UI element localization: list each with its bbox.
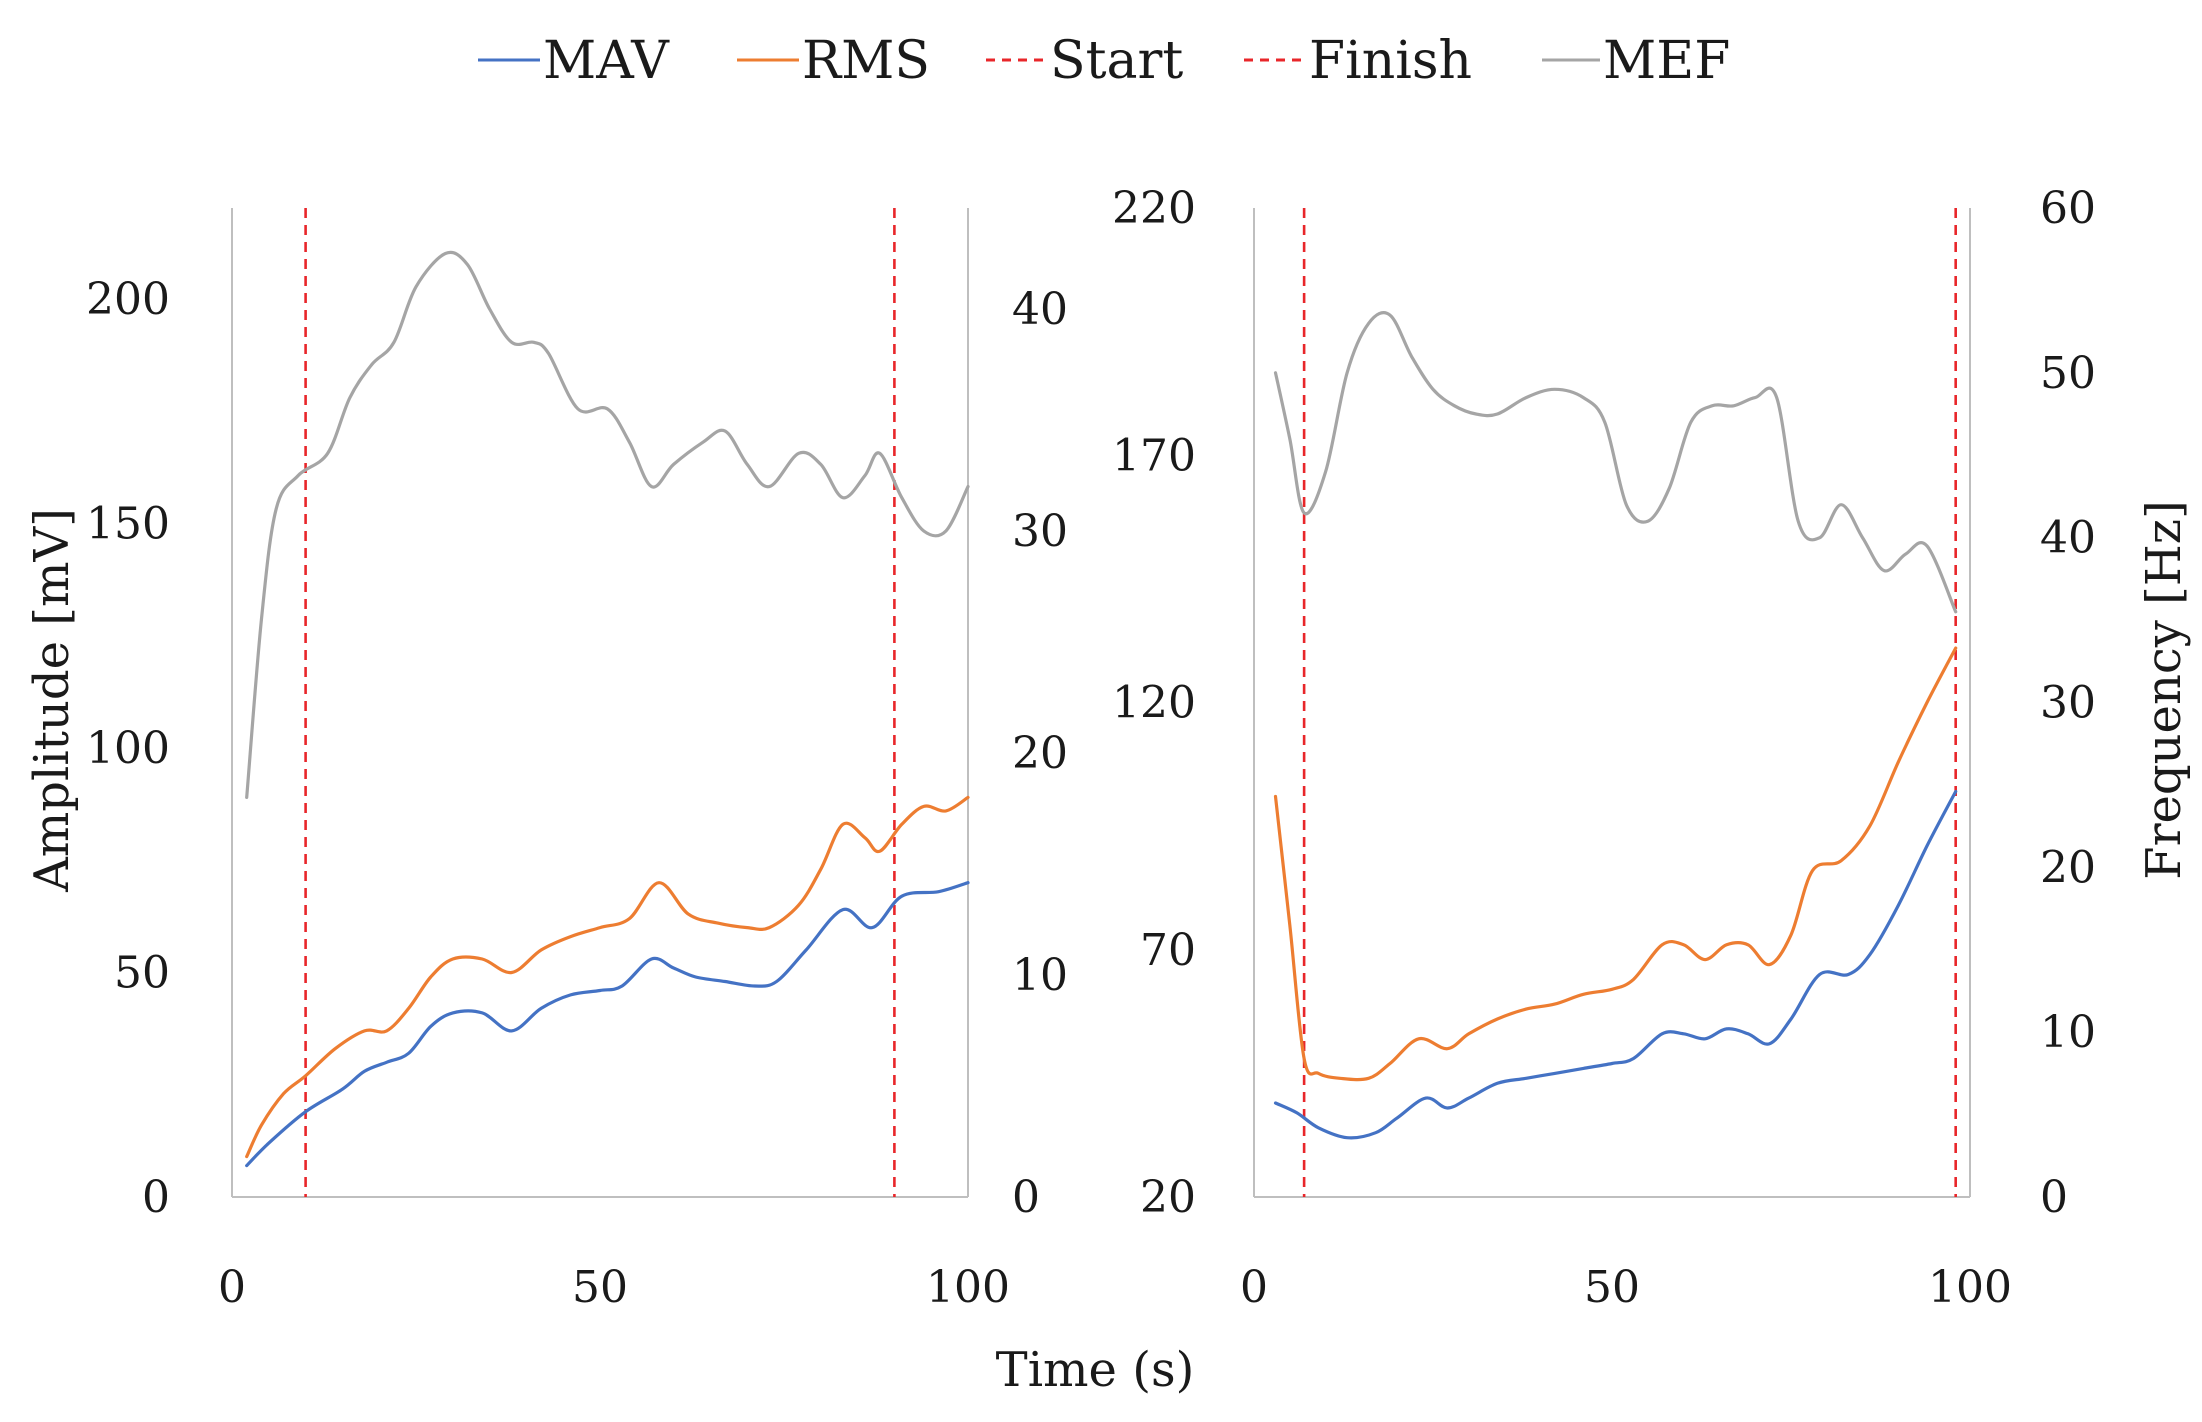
series-line-rms [245, 795, 970, 1159]
y2-tick-label: 50 [2040, 348, 2096, 399]
x-tick-label: 100 [926, 1262, 1010, 1313]
y-tick-label: 150 [86, 499, 170, 550]
legend-label-start: Start [1050, 31, 1183, 91]
y2-tick-label: 10 [1012, 950, 1068, 1001]
series-line-mav [1273, 789, 1958, 1140]
y-tick-label: 70 [1140, 925, 1196, 976]
y2-tick-label: 0 [1012, 1172, 1040, 1223]
y-axis-title-frequency: Frequency [Hz] [2136, 500, 2192, 879]
legend-item-start: Start [986, 31, 1183, 91]
y-axis-title-amplitude: Amplitude [mV] [24, 508, 80, 893]
legend-item-mav: MAV [478, 31, 670, 91]
y2-tick-label: 60 [2040, 183, 2096, 234]
legend: MAV RMS Start Finish MEF [478, 31, 1730, 91]
legend-label-finish: Finish [1309, 31, 1472, 91]
series-line-mef [1273, 311, 1958, 614]
legend-item-mef: MEF [1542, 31, 1730, 91]
x-tick-label: 100 [1928, 1262, 2012, 1313]
x-tick-label: 0 [1240, 1262, 1268, 1313]
y2-tick-label: 10 [2040, 1007, 2096, 1058]
legend-label-mav: MAV [543, 31, 670, 91]
y2-tick-label: 30 [1012, 506, 1068, 557]
legend-label-rms: RMS [802, 31, 930, 91]
legend-item-finish: Finish [1244, 31, 1472, 91]
y2-tick-label: 20 [2040, 842, 2096, 893]
y-tick-label: 120 [1112, 678, 1196, 729]
chart-panel-right: 0 50 100 20 70 120 170 220 0 10 20 30 40 50 60 [1112, 183, 2096, 1313]
y-tick-label: 20 [1140, 1172, 1196, 1223]
series-line-mav [245, 881, 970, 1168]
y-tick-label: 50 [114, 948, 170, 999]
legend-label-mef: MEF [1603, 31, 1730, 91]
series-line-rms [1273, 646, 1958, 1082]
y-tick-label: 100 [86, 723, 170, 774]
y2-tick-label: 40 [2040, 513, 2096, 564]
y-tick-label: 220 [1112, 183, 1196, 234]
x-tick-label: 50 [1584, 1262, 1640, 1313]
x-tick-label: 50 [572, 1262, 628, 1313]
x-tick-label: 0 [218, 1262, 246, 1313]
y-tick-label: 200 [86, 274, 170, 325]
y2-tick-label: 30 [2040, 678, 2096, 729]
y-tick-label: 170 [1112, 430, 1196, 481]
y2-tick-label: 20 [1012, 728, 1068, 779]
y-tick-label: 0 [142, 1172, 170, 1223]
y2-tick-label: 40 [1012, 284, 1068, 335]
series-line-mef [245, 250, 970, 799]
x-axis-title-time: Time (s) [996, 1342, 1195, 1398]
y2-tick-label: 0 [2040, 1172, 2068, 1223]
legend-item-rms: RMS [737, 31, 930, 91]
